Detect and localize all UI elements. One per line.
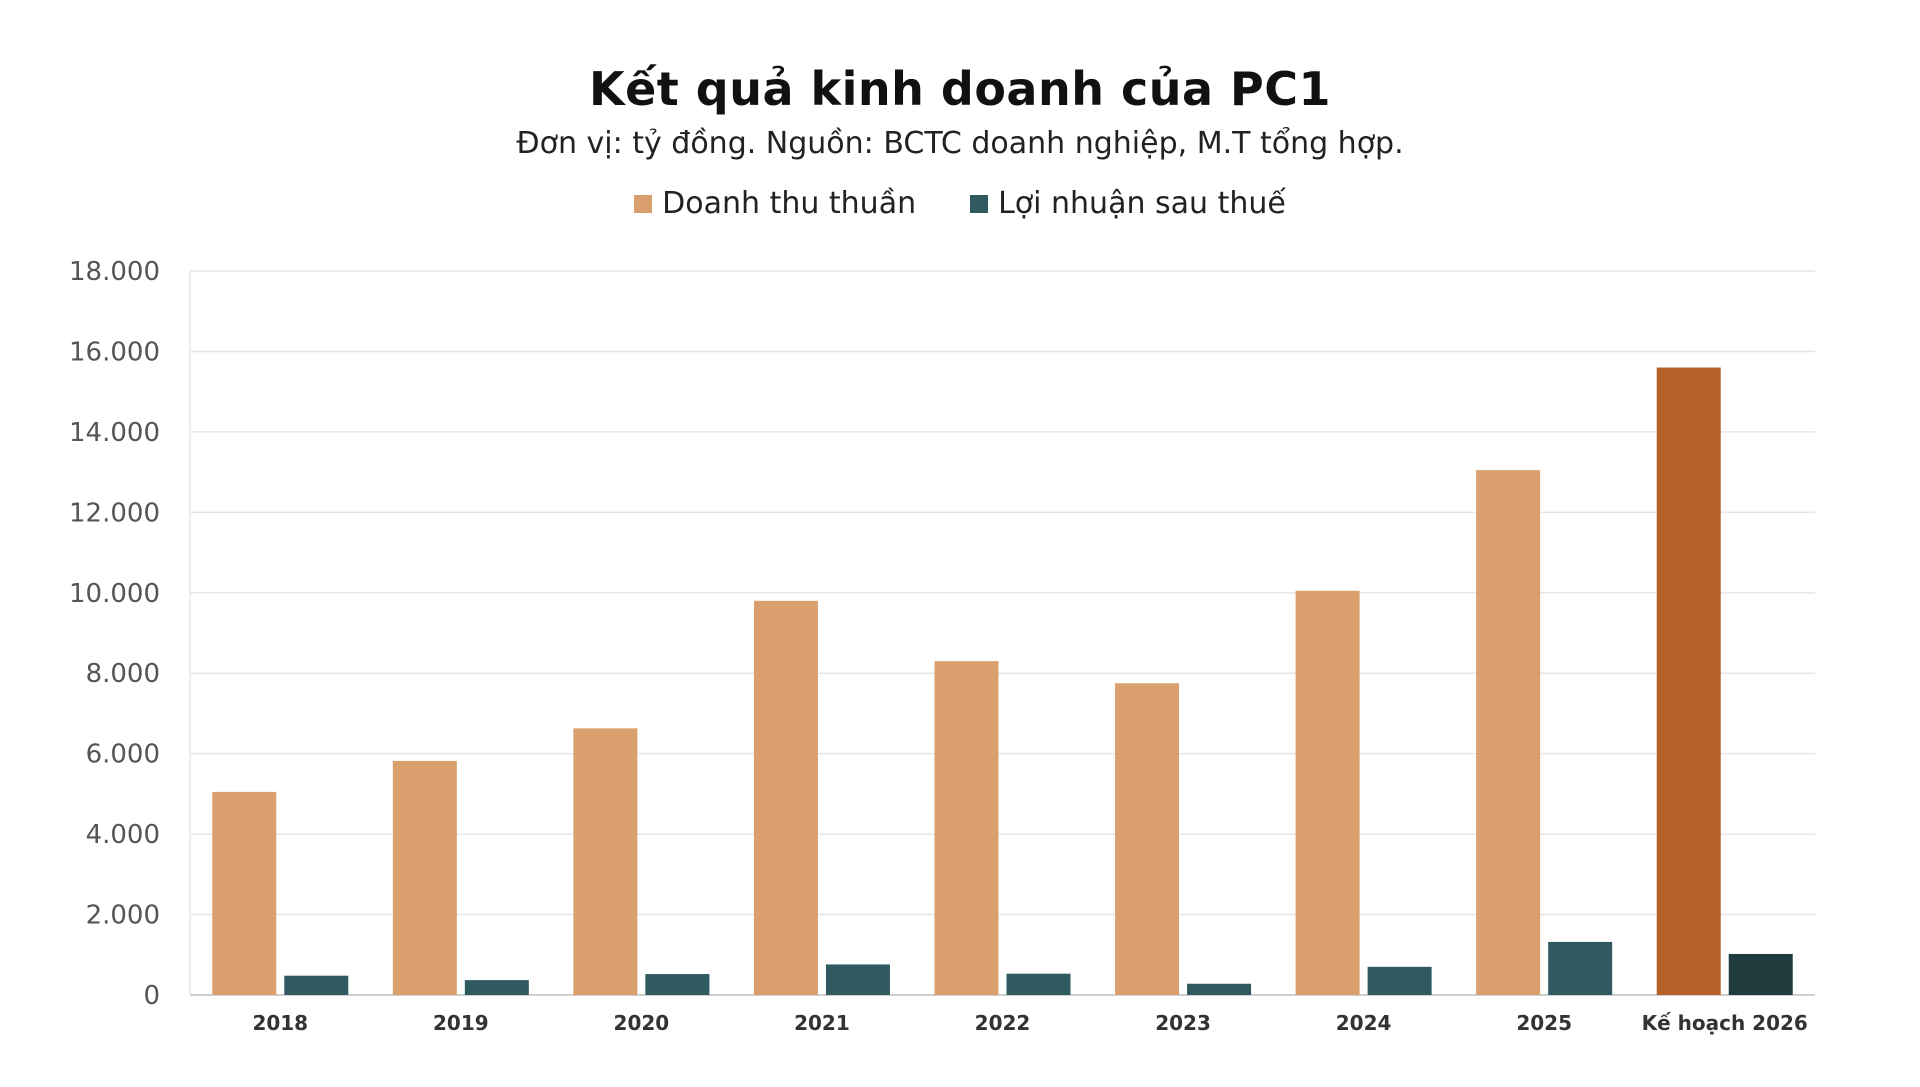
bar-revenue	[753, 600, 818, 995]
bar-revenue	[1656, 367, 1721, 995]
y-axis-ticks: 0 2.000 4.000 6.000 8.000 10.000 12.000 14.000 1…	[69, 257, 160, 1011]
bar-profit	[1187, 983, 1252, 995]
x-tick-label: 2019	[433, 1011, 489, 1035]
legend-item-revenue: Doanh thu thuần	[634, 186, 916, 221]
bar-profit	[645, 974, 710, 995]
bar-revenue	[1115, 683, 1180, 995]
bar-revenue	[1295, 590, 1360, 995]
bar-revenue	[934, 661, 999, 995]
x-tick-label: 2018	[252, 1011, 308, 1035]
bar-profit	[1728, 953, 1793, 995]
legend-swatch-revenue	[634, 194, 653, 213]
bar-revenue	[1476, 470, 1541, 996]
y-tick-label: 10.000	[69, 579, 160, 609]
gridlines	[189, 270, 1815, 996]
x-axis-ticks: 2018 2019 2020 2021 2022 2023 2024 2025 Kế hoạch…	[252, 1011, 1807, 1035]
bar-profit	[1548, 941, 1613, 995]
bar-profit	[284, 975, 349, 995]
legend-label-revenue: Doanh thu thuần	[662, 186, 917, 221]
bar-revenue	[573, 728, 638, 995]
x-tick-label: 2025	[1516, 1011, 1572, 1035]
chart-legend: Doanh thu thuần Lợi nhuận sau thuế	[0, 186, 1920, 221]
x-tick-label: 2022	[975, 1011, 1031, 1035]
legend-item-profit: Lợi nhuận sau thuế	[970, 186, 1286, 221]
legend-label-profit: Lợi nhuận sau thuế	[998, 186, 1286, 221]
bar-revenue	[212, 791, 277, 995]
chart-subtitle: Đơn vị: tỷ đồng. Nguồn: BCTC doanh nghiệ…	[516, 126, 1404, 161]
x-tick-label: Kế hoạch 2026	[1642, 1011, 1808, 1035]
y-tick-label: 8.000	[86, 659, 160, 689]
x-tick-label: 2024	[1336, 1011, 1392, 1035]
bar-profit	[464, 980, 529, 995]
y-tick-label: 4.000	[86, 820, 160, 850]
y-tick-label: 6.000	[86, 740, 160, 770]
bar-profit	[1367, 966, 1432, 995]
x-tick-label: 2021	[794, 1011, 850, 1035]
chart-title: Kết quả kinh doanh của PC1	[588, 62, 1332, 116]
y-tick-label: 2.000	[86, 901, 160, 931]
y-tick-label: 12.000	[69, 498, 160, 528]
legend-swatch-profit	[970, 194, 989, 213]
bars	[212, 367, 1793, 996]
x-tick-label: 2020	[614, 1011, 670, 1035]
bar-profit	[825, 964, 890, 995]
x-tick-label: 2023	[1155, 1011, 1211, 1035]
y-tick-label: 0	[143, 981, 160, 1011]
y-tick-label: 14.000	[69, 418, 160, 448]
y-tick-label: 18.000	[69, 257, 160, 287]
y-tick-label: 16.000	[69, 337, 160, 367]
bar-profit	[1006, 973, 1071, 995]
bar-revenue	[392, 760, 457, 995]
